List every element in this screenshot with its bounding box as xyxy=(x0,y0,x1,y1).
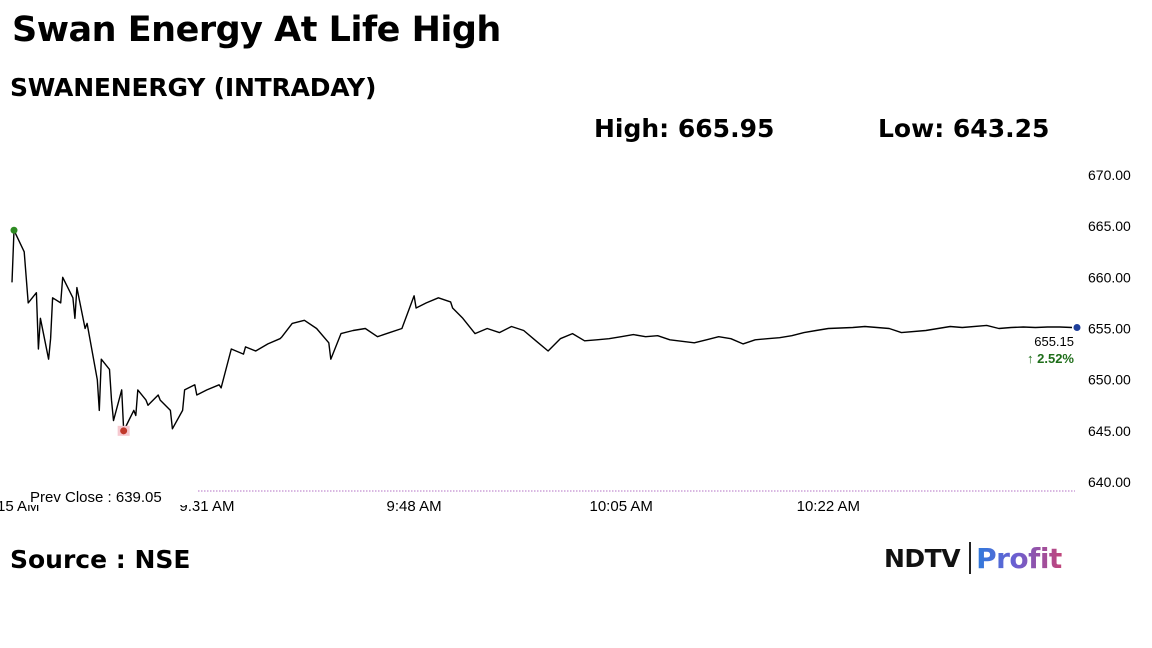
y-tick-label: 665.00 xyxy=(1088,218,1131,234)
high-value: High: 665.95 xyxy=(594,114,775,143)
low-value: Low: 643.25 xyxy=(878,114,1050,143)
x-tick-label: 10:05 AM xyxy=(590,498,653,515)
low-marker xyxy=(120,427,128,435)
chart-title: Swan Energy At Life High xyxy=(12,10,501,50)
logo-divider xyxy=(969,542,972,574)
chart-subtitle: SWANENERGY (INTRADAY) xyxy=(10,73,377,102)
x-tick-label: 10:22 AM xyxy=(797,498,860,515)
y-tick-label: 640.00 xyxy=(1088,474,1131,490)
prev-close-label: Prev Close : 639.05 xyxy=(30,489,162,506)
x-tick-label: 9:48 AM xyxy=(387,498,442,515)
logo-profit-text: Profit xyxy=(976,541,1062,575)
y-tick-label: 645.00 xyxy=(1088,423,1131,439)
ndtv-profit-logo: NDTV Profit xyxy=(884,540,1062,576)
last-price-marker xyxy=(1073,323,1081,331)
y-tick-label: 655.00 xyxy=(1088,321,1131,337)
y-tick-label: 670.00 xyxy=(1088,167,1131,183)
last-price-label: 655.15 xyxy=(1034,334,1074,349)
y-tick-label: 660.00 xyxy=(1088,269,1131,285)
y-tick-label: 650.00 xyxy=(1088,372,1131,388)
change-label: ↑ 2.52% xyxy=(1027,351,1074,366)
prev-close-label-bg xyxy=(26,487,194,505)
source-label: Source : NSE xyxy=(10,545,191,574)
price-line xyxy=(11,229,1073,432)
high-marker xyxy=(10,226,18,234)
logo-ndtv-text: NDTV xyxy=(884,543,961,573)
